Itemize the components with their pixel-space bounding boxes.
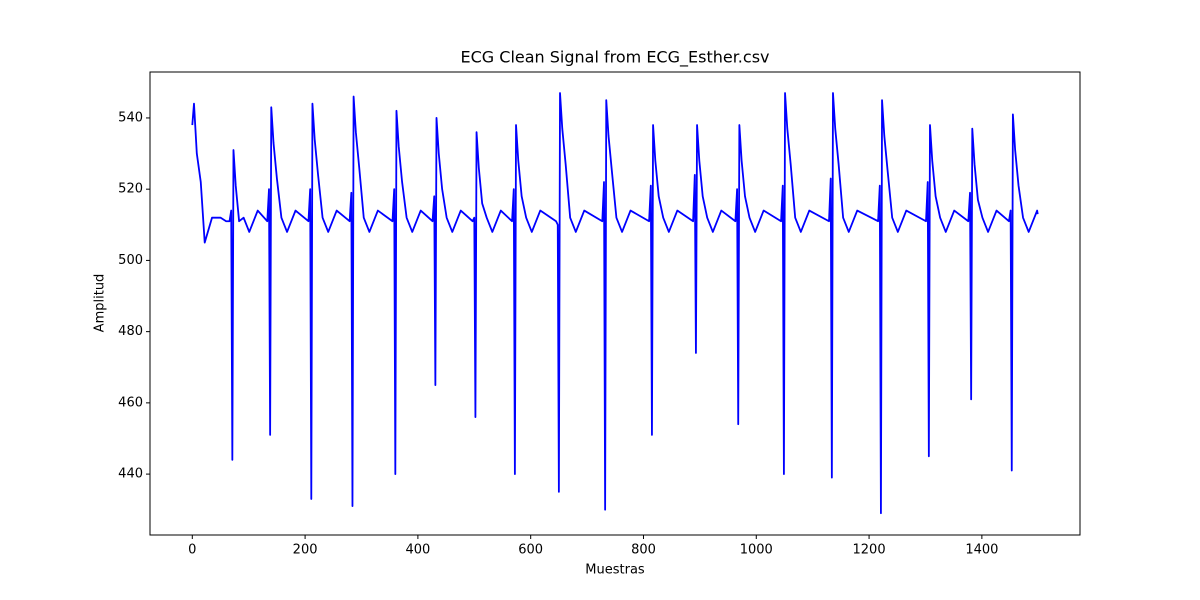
x-tick-label: 1400 xyxy=(965,543,998,558)
x-tick-label: 1200 xyxy=(853,543,886,558)
y-tick-label: 500 xyxy=(118,253,143,268)
x-tick-label: 200 xyxy=(293,543,318,558)
plot-frame xyxy=(149,71,1081,536)
x-tick-label: 0 xyxy=(188,543,196,558)
signal-line xyxy=(191,92,1039,515)
y-tick-label: 440 xyxy=(118,467,143,482)
x-tick-label: 600 xyxy=(518,543,543,558)
y-tick-label: 540 xyxy=(118,110,143,125)
chart-title: ECG Clean Signal from ECG_Esther.csv xyxy=(461,48,770,68)
x-tick-label: 800 xyxy=(631,543,656,558)
y-tick-label: 520 xyxy=(118,182,143,197)
x-tick-label: 400 xyxy=(405,543,430,558)
y-tick-label: 460 xyxy=(118,395,143,410)
y-axis-label: Amplitud xyxy=(93,274,108,333)
x-axis-label: Muestras xyxy=(585,563,645,578)
y-tick-label: 480 xyxy=(118,324,143,339)
x-tick-label: 1000 xyxy=(740,543,773,558)
